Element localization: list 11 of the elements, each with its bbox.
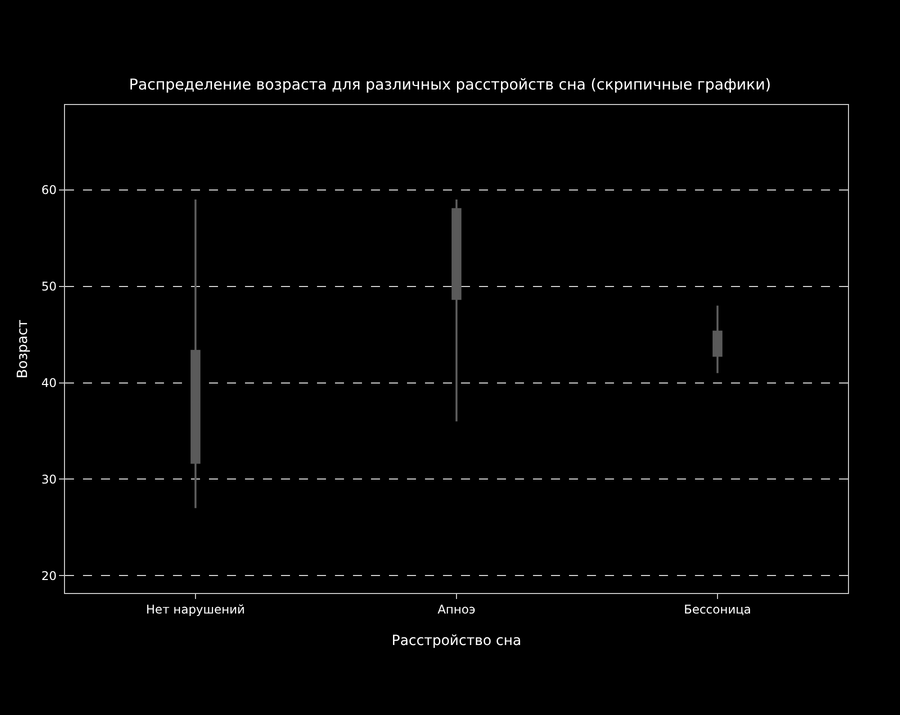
x-tick-label: Бессоница — [684, 602, 752, 616]
y-axis-title: Возраст — [15, 320, 31, 378]
y-tick-label: 30 — [41, 472, 57, 486]
x-tick-label: Апноэ — [438, 602, 476, 616]
x-axis-title: Расстройство сна — [392, 633, 522, 649]
y-tick-label: 40 — [41, 376, 57, 390]
y-tick-label: 60 — [41, 183, 57, 198]
y-tick-label: 20 — [41, 568, 57, 583]
y-tick-label: 50 — [41, 280, 57, 294]
x-tick-label: Нет нарушений — [146, 602, 245, 616]
chart-title: Распределение возраста для различных расстройств сна (скрипичные графики) — [129, 75, 771, 94]
